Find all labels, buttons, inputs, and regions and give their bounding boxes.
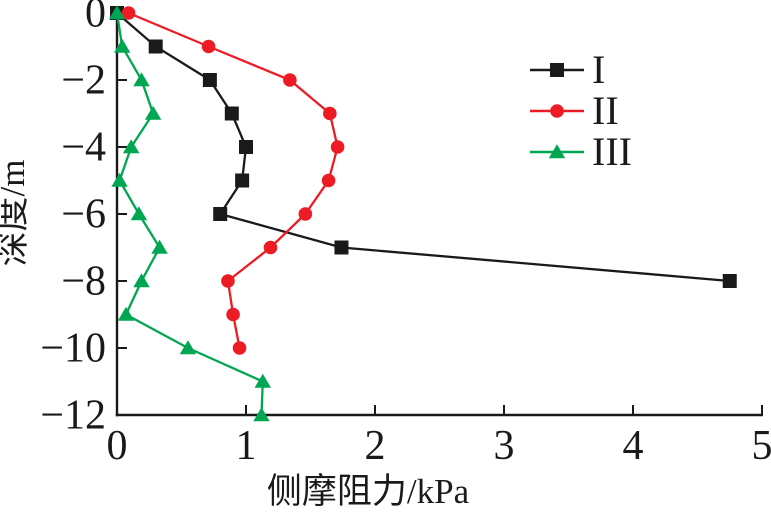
series-II — [121, 6, 345, 355]
legend-item-III: III — [530, 129, 632, 174]
series-III-marker — [113, 38, 131, 53]
legend-item-II: II — [530, 88, 619, 133]
x-tick-label: 0 — [107, 423, 128, 469]
series-I-marker — [224, 106, 239, 121]
y-tick-label: −2 — [61, 58, 106, 104]
series-I-marker — [239, 140, 253, 154]
legend-item-I: I — [530, 47, 605, 92]
tick-labels: 0−2−4−6−8−10−120 1 2 3 4 5 — [40, 0, 771, 469]
series-II-marker — [232, 341, 247, 355]
series-II-marker — [263, 240, 278, 255]
series-III-marker — [133, 273, 150, 288]
y-tick-label: −10 — [40, 326, 106, 372]
series-III-marker — [122, 139, 140, 154]
series-II-marker — [121, 6, 136, 20]
series-III-marker — [179, 340, 197, 355]
x-axis-title: 侧摩阻力/kPa — [267, 472, 470, 511]
series-III-marker — [133, 72, 150, 87]
axes — [115, 11, 763, 417]
series-II-marker — [226, 307, 240, 322]
series-I-marker — [235, 173, 250, 188]
series-III-marker — [108, 5, 126, 20]
series-II-marker — [298, 207, 313, 221]
x-tick-label: 4 — [623, 423, 644, 469]
series-II-marker — [330, 140, 345, 154]
legend-square-marker — [550, 63, 564, 77]
series-I-marker — [202, 73, 217, 87]
series-layer — [108, 5, 737, 422]
legend-label: III — [592, 129, 632, 174]
series-II-marker — [323, 106, 337, 121]
y-tick-label: −4 — [61, 125, 106, 171]
series-I-marker — [334, 240, 349, 255]
series-III — [108, 5, 271, 422]
x-tick-label: 1 — [236, 423, 257, 469]
x-tick-label: 2 — [365, 423, 386, 469]
y-tick-label: −6 — [61, 192, 106, 238]
series-III-marker — [144, 105, 162, 120]
series-I-marker — [213, 207, 228, 221]
series-III-marker — [130, 206, 148, 221]
series-I-marker — [722, 274, 737, 288]
series-II-line — [128, 11, 339, 349]
legend-label: I — [592, 47, 605, 92]
series-III-marker — [117, 306, 135, 321]
series-III-marker — [253, 407, 270, 422]
x-tick-label: 3 — [494, 423, 515, 469]
y-tick-label: −12 — [40, 393, 106, 439]
series-II-marker — [321, 173, 336, 188]
series-II-marker — [221, 274, 235, 288]
series-III-marker — [151, 239, 168, 254]
series-II-marker — [283, 73, 297, 87]
series-III-marker — [111, 172, 128, 187]
series-I-marker — [148, 39, 163, 54]
y-axis-title: 深度/m — [0, 160, 32, 267]
series-II-marker — [201, 39, 216, 54]
series-III-marker — [254, 373, 271, 388]
legend-circle-marker — [550, 104, 564, 118]
x-tick-label: 5 — [752, 423, 771, 469]
ticks — [116, 12, 763, 416]
y-tick-label: −8 — [61, 259, 106, 305]
legend-triangle-marker — [548, 144, 566, 159]
y-tick-label: 0 — [85, 0, 106, 37]
legend-label: II — [592, 88, 619, 133]
